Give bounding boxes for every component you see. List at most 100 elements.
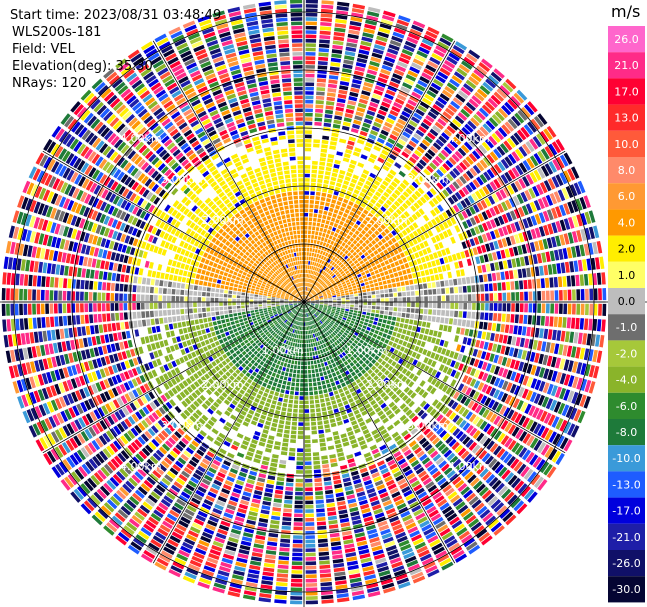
velocity-gate [534, 379, 542, 391]
velocity-gate [418, 314, 423, 320]
velocity-gate [276, 476, 285, 482]
velocity-gate [350, 16, 363, 23]
velocity-gate [371, 324, 377, 329]
velocity-gate [423, 181, 431, 189]
velocity-gate [458, 64, 471, 74]
velocity-gate [268, 532, 279, 538]
velocity-gate [304, 282, 306, 287]
velocity-gate [312, 222, 317, 227]
velocity-gate [369, 187, 376, 194]
velocity-gate [410, 291, 415, 296]
velocity-gate [455, 178, 464, 187]
velocity-gate [387, 246, 393, 253]
velocity-gate [309, 248, 313, 252]
velocity-gate [341, 302, 346, 304]
velocity-gate [271, 400, 277, 405]
velocity-gate [314, 276, 317, 280]
velocity-gate [306, 301, 311, 302]
velocity-gate [388, 196, 396, 203]
velocity-gate [304, 435, 311, 439]
velocity-gate [403, 210, 410, 218]
velocity-gate [275, 373, 280, 379]
velocity-gate [327, 410, 334, 415]
velocity-gate [473, 132, 483, 142]
velocity-gate [392, 311, 397, 317]
velocity-gate [325, 202, 330, 207]
velocity-gate [532, 185, 540, 197]
velocity-gate [304, 199, 309, 204]
velocity-gate [427, 282, 432, 289]
velocity-gate [247, 356, 253, 362]
velocity-gate [349, 277, 354, 282]
velocity-gate [360, 213, 367, 219]
velocity-gate [397, 328, 403, 333]
velocity-gate [458, 189, 466, 198]
velocity-gate [306, 343, 309, 348]
velocity-gate [484, 197, 492, 207]
velocity-gate [443, 128, 453, 138]
velocity-gate [472, 247, 479, 256]
velocity-gate [489, 293, 494, 301]
velocity-gate [430, 209, 437, 217]
velocity-gate [478, 62, 491, 73]
velocity-gate [411, 193, 419, 201]
velocity-gate [565, 185, 574, 199]
velocity-gate [417, 320, 422, 327]
velocity-gate [325, 494, 334, 499]
velocity-gate [497, 127, 508, 138]
velocity-gate [457, 212, 465, 221]
velocity-gate [323, 277, 327, 282]
velocity-gate [304, 238, 307, 243]
velocity-gate [546, 383, 554, 395]
velocity-gate [394, 189, 401, 196]
velocity-gate [333, 242, 338, 247]
velocity-gate [402, 291, 406, 297]
velocity-gate [428, 329, 434, 336]
velocity-gate [563, 170, 572, 183]
velocity-gate [478, 274, 484, 283]
velocity-gate [276, 432, 283, 438]
velocity-gate [496, 250, 502, 260]
velocity-gate [552, 158, 561, 171]
velocity-gate [401, 245, 407, 251]
velocity-gate [513, 208, 521, 219]
velocity-gate [500, 174, 509, 185]
velocity-gate [311, 300, 315, 302]
velocity-gate [493, 240, 499, 250]
velocity-gate [258, 517, 269, 523]
velocity-gate [414, 149, 423, 158]
velocity-gate [439, 114, 450, 124]
velocity-gate [355, 356, 361, 362]
velocity-gate [305, 269, 308, 274]
velocity-gate [451, 253, 458, 261]
velocity-gate [314, 286, 317, 291]
velocity-gate [327, 283, 332, 287]
velocity-gate [302, 335, 304, 339]
velocity-gate [270, 426, 277, 432]
velocity-gate [355, 262, 361, 267]
velocity-gate [505, 358, 512, 368]
velocity-gate [219, 417, 226, 424]
velocity-gate [299, 400, 304, 405]
velocity-gate [269, 390, 275, 395]
velocity-gate [469, 217, 477, 226]
velocity-gate [544, 277, 550, 288]
velocity-gate [307, 265, 310, 270]
velocity-gate [583, 243, 590, 256]
velocity-gate [327, 158, 334, 163]
velocity-gate [362, 289, 367, 293]
velocity-gate [330, 273, 335, 277]
velocity-gate [358, 216, 364, 222]
velocity-gate [398, 170, 406, 178]
velocity-gate [323, 419, 330, 425]
velocity-gate [326, 162, 333, 168]
velocity-gate [370, 226, 376, 232]
velocity-gate [306, 303, 311, 305]
velocity-gate [588, 364, 596, 378]
velocity-gate [304, 456, 312, 461]
velocity-gate [549, 250, 556, 262]
velocity-gate [468, 181, 477, 191]
velocity-gate [305, 130, 312, 134]
velocity-gate [545, 290, 550, 301]
velocity-gate [258, 390, 264, 396]
